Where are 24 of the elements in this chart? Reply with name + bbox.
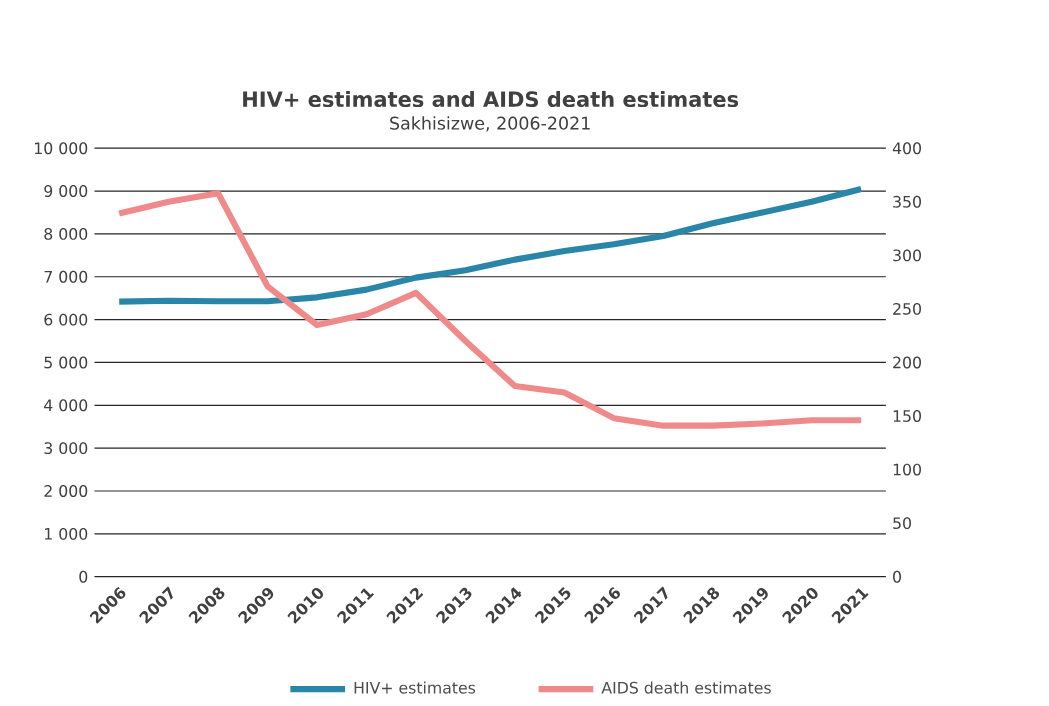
y2-tick-label: 50 xyxy=(893,517,911,530)
legend-label: HIV+ estimates xyxy=(354,681,476,694)
y-tick-label: 8 000 xyxy=(44,227,88,240)
y-tick-label: 6 000 xyxy=(44,313,88,326)
y-tick-label: 7 000 xyxy=(44,270,88,283)
legend-label: AIDS death estimates xyxy=(601,681,771,694)
y-tick-label: 9 000 xyxy=(44,185,88,198)
y2-tick-label: 350 xyxy=(893,195,921,208)
y2-tick-label: 150 xyxy=(893,410,921,422)
y-tick-label: 0 xyxy=(79,570,88,583)
y-tick-label: 4 000 xyxy=(44,399,88,412)
chart-subtitle: Sakhisizwe, 2006-2021 xyxy=(390,116,590,132)
y2-tick-label: 250 xyxy=(893,302,921,315)
y-tick-label: 2 000 xyxy=(44,485,88,497)
y2-tick-label: 0 xyxy=(893,570,901,583)
y2-tick-label: 300 xyxy=(893,249,921,262)
y2-tick-label: 100 xyxy=(893,463,921,476)
y2-tick-label: 400 xyxy=(892,142,921,155)
y-tick-label: 1 000 xyxy=(45,527,88,540)
y2-tick-label: 200 xyxy=(893,356,921,369)
chart-title: HIV+ estimates and AIDS death estimates xyxy=(243,90,739,108)
y-tick-label: 3 000 xyxy=(44,442,88,455)
y-tick-label: 5 000 xyxy=(44,356,88,369)
y-tick-label: 10 000 xyxy=(34,142,88,155)
